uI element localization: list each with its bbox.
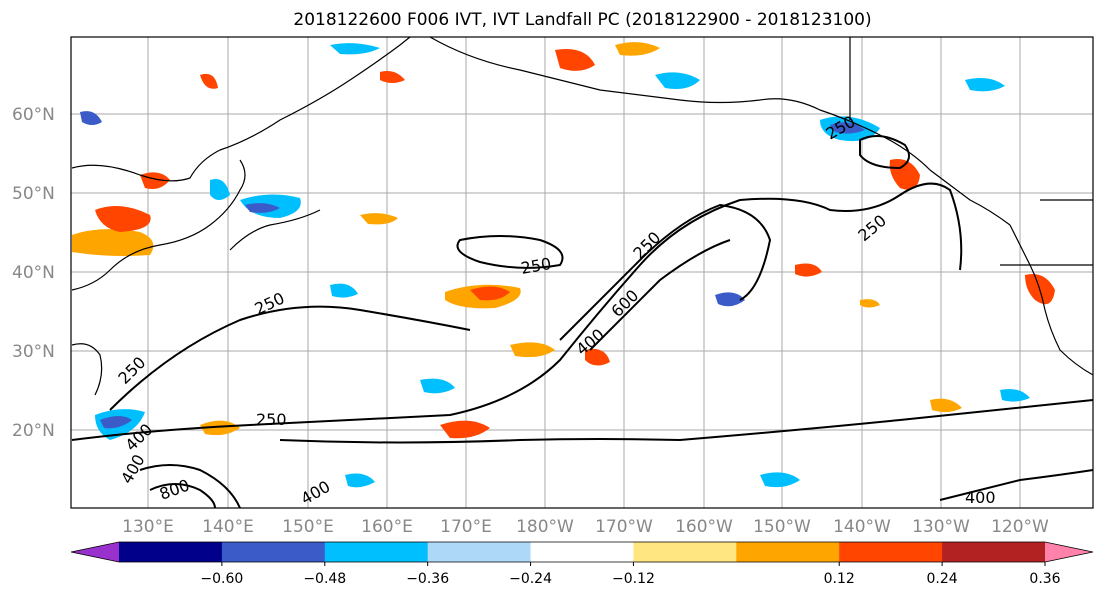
lon-label: 130°W bbox=[912, 517, 970, 537]
colorbar-extend-min bbox=[71, 542, 119, 562]
map-frame bbox=[70, 36, 1094, 509]
coastlines bbox=[71, 36, 1094, 396]
colorbar-bin bbox=[839, 542, 943, 562]
lon-label: 150°E bbox=[282, 517, 334, 537]
lon-label: 150°W bbox=[753, 517, 811, 537]
colorbar-tick-label: −0.60 bbox=[200, 571, 243, 587]
lon-label: 170°W bbox=[595, 517, 653, 537]
colorbar-tick-label: −0.24 bbox=[509, 571, 552, 587]
colorbar-tick-label: −0.36 bbox=[406, 571, 449, 587]
colorbar-extend-max bbox=[1045, 542, 1093, 562]
lon-label: 160°E bbox=[361, 517, 413, 537]
lon-label: 130°E bbox=[122, 517, 174, 537]
ivt-contours bbox=[71, 135, 1094, 509]
longitude-labels: 130°E 140°E 150°E 160°E 170°E 180°W 170°… bbox=[122, 517, 1049, 537]
lon-label: 140°E bbox=[202, 517, 254, 537]
colorbar-bin bbox=[530, 542, 634, 562]
contour-label: 400 bbox=[965, 488, 996, 507]
colorbar-tick-label: 0.36 bbox=[1029, 571, 1060, 587]
colorbar-bin bbox=[633, 542, 737, 562]
lon-label: 120°W bbox=[991, 517, 1049, 537]
colorbar-ticks: −0.60−0.48−0.36−0.24−0.120.120.240.360.4… bbox=[200, 562, 1061, 587]
colorbar-bin bbox=[221, 542, 326, 562]
colorbar-tick-label: −0.48 bbox=[303, 571, 346, 587]
lon-label: 170°E bbox=[440, 517, 492, 537]
colorbar-tick-label: 0.12 bbox=[824, 571, 855, 587]
contour-label: 250 bbox=[256, 410, 287, 429]
colorbar-tick-label: −0.12 bbox=[612, 571, 655, 587]
lat-label: 20°N bbox=[12, 421, 55, 441]
colorbar-outline bbox=[70, 541, 1094, 563]
lat-label: 30°N bbox=[12, 342, 55, 362]
colorbar-bin bbox=[324, 542, 429, 562]
graticule bbox=[71, 37, 1093, 508]
lon-label: 160°W bbox=[675, 517, 733, 537]
ivt-anomaly-fill bbox=[72, 42, 1055, 488]
lat-label: 50°N bbox=[12, 184, 55, 204]
latitude-labels: 60°N 50°N 40°N 30°N 20°N bbox=[12, 105, 55, 441]
colorbar-bin bbox=[119, 542, 223, 562]
colorbar-tick-label: 0.24 bbox=[927, 571, 958, 587]
colorbar bbox=[70, 541, 1094, 563]
lat-label: 40°N bbox=[12, 263, 55, 283]
lat-label: 60°N bbox=[12, 105, 55, 125]
lon-label: 180°W bbox=[516, 517, 574, 537]
colorbar-bin bbox=[736, 542, 840, 562]
lon-label: 140°W bbox=[833, 517, 891, 537]
map-title: 2018122600 F006 IVT, IVT Landfall PC (20… bbox=[293, 10, 872, 30]
colorbar-bin bbox=[427, 542, 532, 562]
colorbar-bin bbox=[942, 542, 1046, 562]
